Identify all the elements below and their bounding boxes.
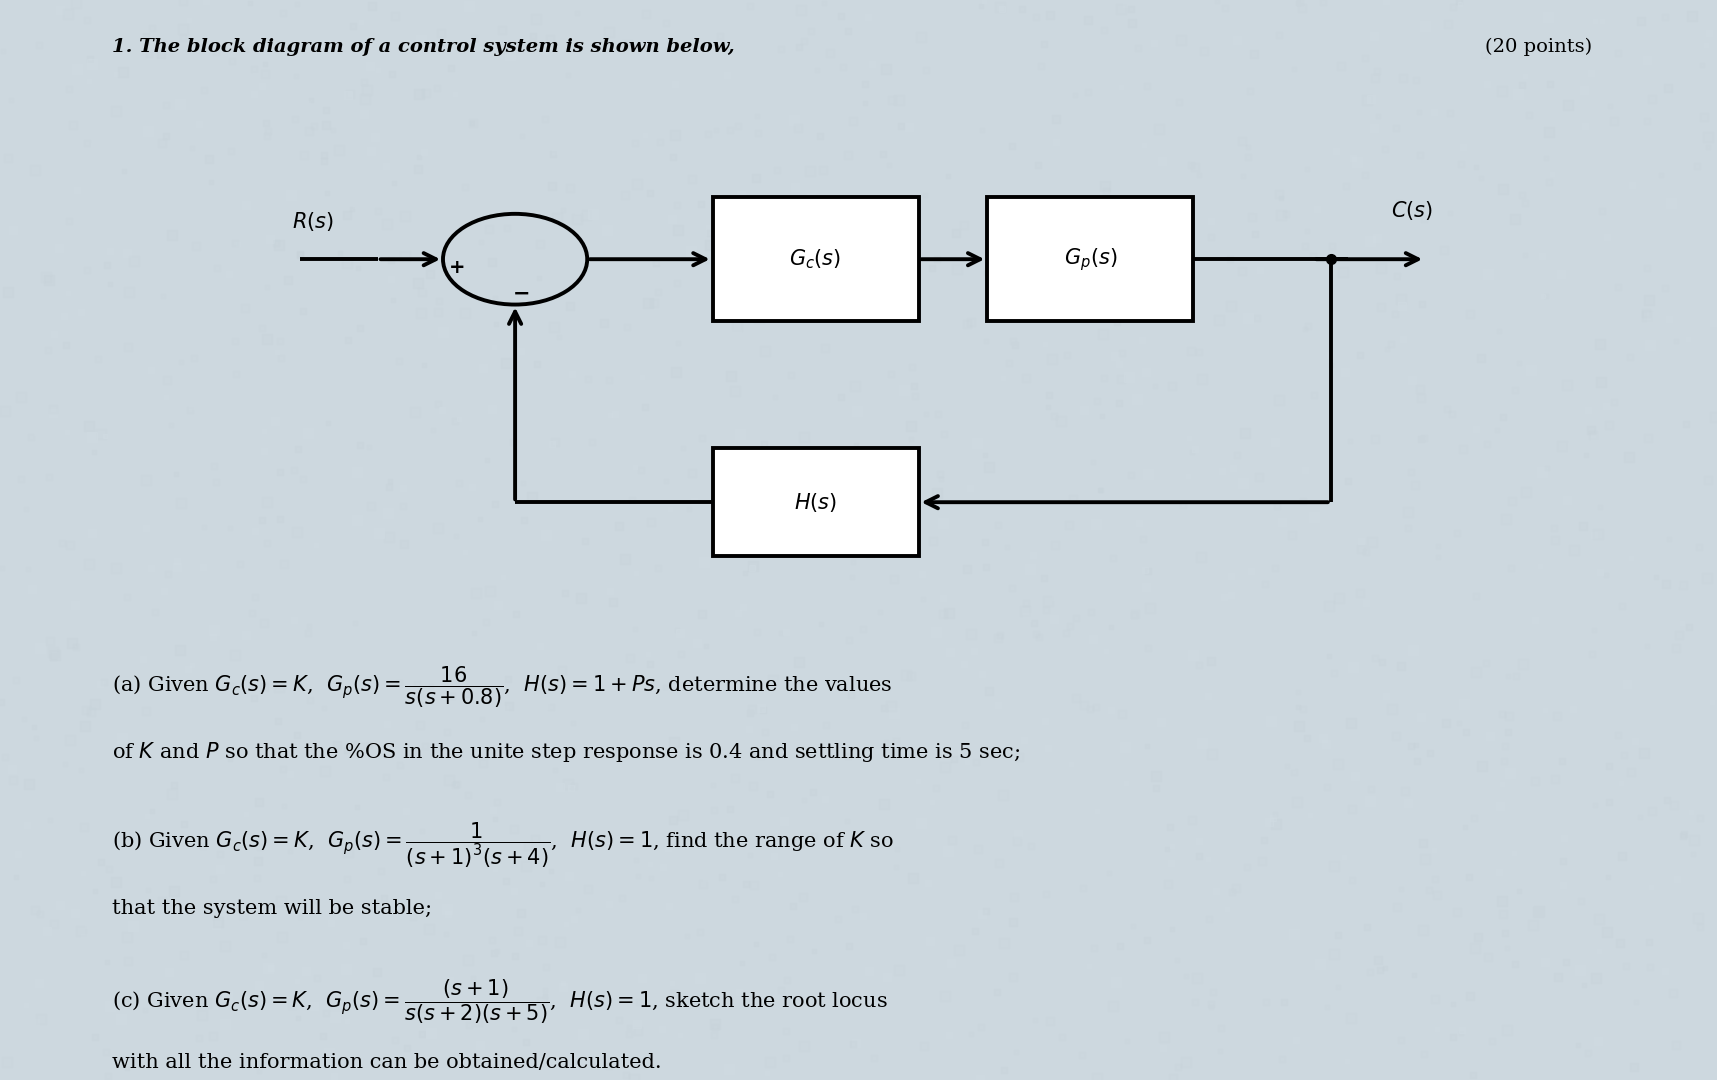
Text: −: − [513,284,531,303]
Text: (20 points): (20 points) [1485,38,1592,56]
FancyBboxPatch shape [713,448,919,556]
Text: (c) Given $G_c(s) = K$,  $G_p(s) = \dfrac{(s+1)}{s(s+2)(s+5)}$,  $H(s) = 1$, ske: (c) Given $G_c(s) = K$, $G_p(s) = \dfrac… [112,977,888,1026]
Text: $\mathbf{\it{H(s)}}$: $\mathbf{\it{H(s)}}$ [793,490,838,514]
Text: that the system will be stable;: that the system will be stable; [112,899,431,918]
Text: $\mathbf{\it{C(s)}}$: $\mathbf{\it{C(s)}}$ [1391,199,1432,222]
Text: $\mathbf{\it{R(s)}}$: $\mathbf{\it{R(s)}}$ [292,210,333,233]
Text: (a) Given $G_c(s) = K$,  $G_p(s) = \dfrac{16}{s(s+0.8)}$,  $H(s) = 1 + Ps$, dete: (a) Given $G_c(s) = K$, $G_p(s) = \dfrac… [112,664,893,710]
Text: +: + [448,258,465,278]
Text: of $K$ and $P$ so that the %OS in the unite step response is 0.4 and settling ti: of $K$ and $P$ so that the %OS in the un… [112,740,1020,764]
Text: $\mathbf{\it{G_p(s)}}$: $\mathbf{\it{G_p(s)}}$ [1063,246,1118,272]
FancyBboxPatch shape [713,197,919,321]
Text: with all the information can be obtained/calculated.: with all the information can be obtained… [112,1053,661,1072]
Text: 1. The block diagram of a control system is shown below,: 1. The block diagram of a control system… [112,38,735,56]
Text: (b) Given $G_c(s) = K$,  $G_p(s) = \dfrac{1}{(s+1)^3(s+4)}$,  $H(s) = 1$, find t: (b) Given $G_c(s) = K$, $G_p(s) = \dfrac… [112,821,893,869]
FancyBboxPatch shape [987,197,1193,321]
Text: $\mathbf{\it{G_c(s)}}$: $\mathbf{\it{G_c(s)}}$ [790,247,841,271]
